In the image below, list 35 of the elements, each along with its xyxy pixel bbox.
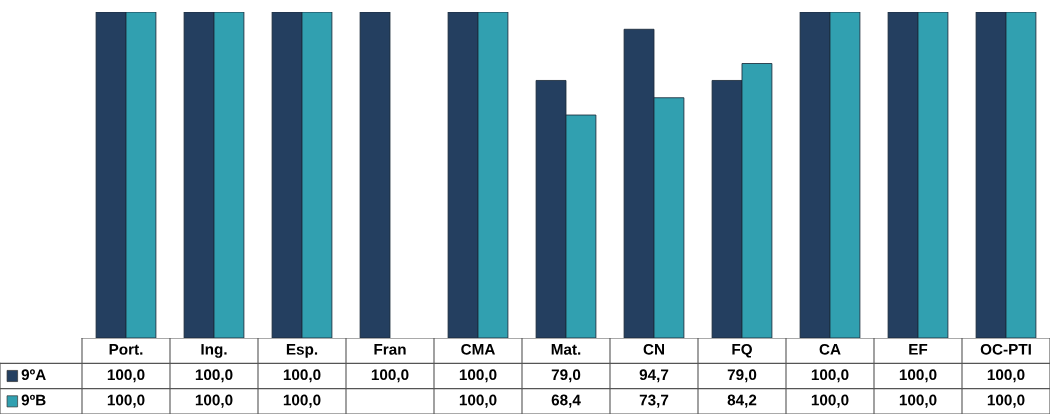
data-label: 73,7 xyxy=(639,394,669,408)
x-tick-label: Esp. xyxy=(286,344,318,358)
x-tick-label: CA xyxy=(819,343,841,355)
data-label: 94,7 xyxy=(639,369,669,383)
data-label: 100,0 xyxy=(107,369,145,383)
x-tick-label: FQ xyxy=(732,343,752,358)
data-label: 100,0 xyxy=(371,369,409,383)
data-label: 100,0 xyxy=(811,369,849,383)
x-tick-label: OC-PTI xyxy=(980,343,1031,355)
data-label: 100,0 xyxy=(195,394,233,408)
x-tick-label: Mat. xyxy=(551,344,581,355)
data-label: 100,0 xyxy=(899,369,937,383)
x-tick-label: EF xyxy=(909,344,928,355)
data-label: 100,0 xyxy=(283,394,321,408)
data-label: 100,0 xyxy=(899,394,937,408)
data-label: 79,0 xyxy=(727,369,757,383)
bar xyxy=(359,12,391,338)
x-tick-label: CN xyxy=(643,343,664,355)
data-label: 100,0 xyxy=(459,369,497,383)
x-tick-label: Port. xyxy=(109,344,143,355)
data-label: 100,0 xyxy=(987,369,1025,383)
data-label: 100,0 xyxy=(459,394,497,408)
data-label: 100,0 xyxy=(107,394,145,408)
data-label: 84,2 xyxy=(727,394,757,408)
x-tick-label: Fran xyxy=(374,344,406,355)
data-label: 100,0 xyxy=(195,369,233,383)
legend-label: 9ºA xyxy=(21,369,46,381)
data-label: 68,4 xyxy=(551,394,581,408)
data-label: 79,0 xyxy=(551,369,581,383)
legend-label: 9ºB xyxy=(21,394,46,406)
x-tick-label: Ing. xyxy=(201,344,227,358)
data-label: 100,0 xyxy=(283,369,321,383)
data-label: 100,0 xyxy=(811,394,849,408)
x-tick-label: CMA xyxy=(461,343,495,355)
data-label: 100,0 xyxy=(987,394,1025,408)
